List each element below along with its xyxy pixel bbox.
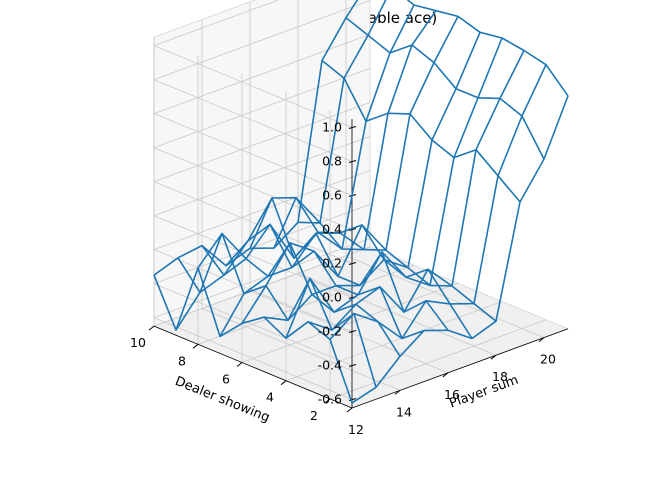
y-tick-mark [236,362,243,367]
z-tick-label: 0.2 [322,256,342,271]
wire-line-dealer-6 [241,16,459,324]
wire-line-dealer-1 [351,95,569,404]
wire-line-dealer-3 [307,50,525,331]
wire-line-player-13 [177,232,377,388]
x-axis-line [351,328,569,409]
z-tick-label: -0.2 [318,324,342,339]
x-tick-mark [346,407,353,413]
z-tick-mark [348,330,357,333]
wire-line-dealer-7 [219,10,437,337]
wire-line-player-19 [321,59,521,203]
y-tick-label: 8 [178,353,186,368]
x-tick-label: 16 [444,387,460,402]
wire-line-player-18 [297,221,497,322]
y-axis-line [153,325,353,409]
z-tick-mark [348,364,357,367]
wire-line-dealer-4 [285,37,503,339]
wire-line-player-14 [201,242,401,357]
z-tick-mark [348,398,357,401]
axes [148,119,569,413]
wire-line-dealer-10 [153,0,359,276]
z-tick-label: 1.0 [322,120,342,135]
x-tick-label: 12 [348,422,364,437]
wire-line-player-21 [406,0,569,97]
y-tick-label: 4 [266,390,274,405]
wireframe-surface [153,0,569,404]
y-tick-label: 6 [222,372,230,387]
z-tick-mark [348,228,357,231]
y-tick-mark [148,325,155,331]
z-tick-label: 0.6 [322,188,342,203]
z-tick-label: 0.0 [322,290,342,305]
z-tick-label: -0.4 [318,358,342,373]
z-tick-label: 0.4 [322,222,342,237]
x-tick-label: 20 [540,352,556,367]
z-tick-mark [348,126,357,129]
z-tick-label: -0.6 [318,392,342,407]
wire-line-dealer-5 [263,31,481,322]
wire-line-dealer-9 [175,0,387,331]
y-tick-mark [280,380,287,386]
wire-line-player-15 [225,223,425,340]
z-tick-mark [348,262,357,265]
wire-line-player-20 [345,17,545,160]
wire-line-player-12 [153,266,353,404]
y-tick-mark [192,343,199,349]
y-tick-label: 10 [130,335,146,350]
y-tick-label: 2 [310,408,318,423]
x-tick-label: 18 [492,369,508,384]
z-tick-label: 0.8 [322,154,342,169]
z-tick-mark [348,160,357,163]
wire-line-dealer-8 [197,4,415,269]
wire-line-player-17 [273,196,473,339]
tick-labels: -0.6 -0.4 -0.2 0.0 0.2 0.4 0.6 0.8 1.0 12 14 16 18 20… [130,120,556,438]
y-tick-mark [324,398,331,404]
wire-line-dealer-2 [329,64,547,340]
x-tick-label: 14 [396,404,412,419]
